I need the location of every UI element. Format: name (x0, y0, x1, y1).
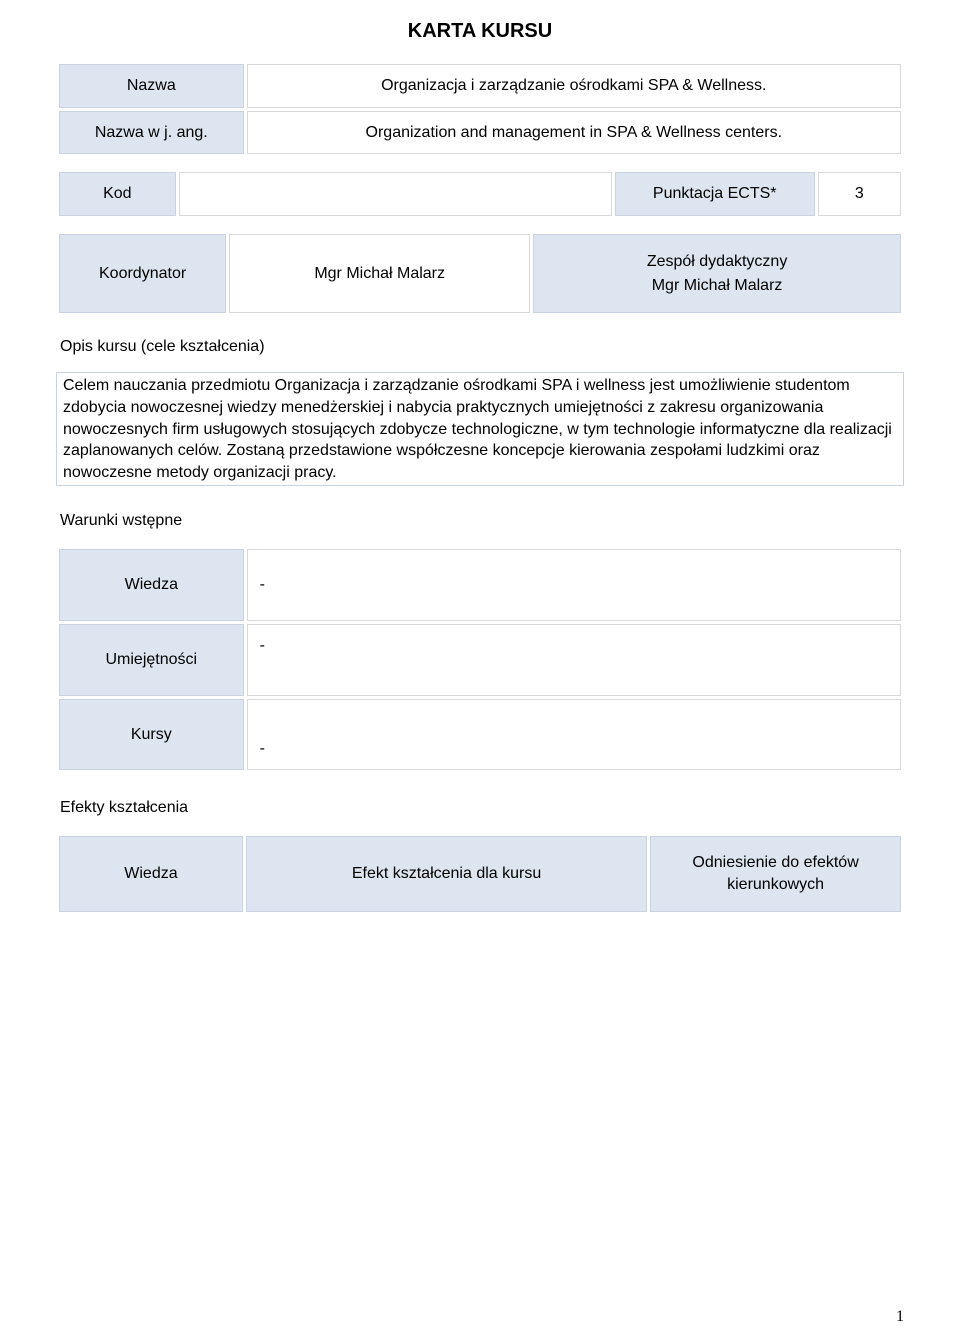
desc-box: Celem nauczania przedmiotu Organizacja i… (56, 372, 904, 486)
code-table: Kod Punktacja ECTS* 3 (56, 169, 904, 219)
prereq-kursy-value: - (247, 699, 901, 771)
effects-col2: Efekt kształcenia dla kursu (246, 836, 647, 912)
prereq-kursy-label: Kursy (59, 699, 244, 771)
prereq-table: Wiedza - Umiejętności - Kursy - (56, 546, 904, 773)
team-label: Zespół dydaktyczny (546, 250, 888, 274)
effects-col1: Wiedza (59, 836, 243, 912)
prereq-umiej-label: Umiejętności (59, 624, 244, 696)
table-row: Nazwa w j. ang. Organization and managem… (59, 111, 901, 155)
coordinator-label: Koordynator (59, 234, 226, 314)
prereq-wiedza-value: - (247, 549, 901, 621)
table-row: Nazwa Organizacja i zarządzanie ośrodkam… (59, 64, 901, 108)
ects-label: Punktacja ECTS* (615, 172, 815, 216)
name-value: Organizacja i zarządzanie ośrodkami SPA … (247, 64, 901, 108)
prereq-wiedza-label: Wiedza (59, 549, 244, 621)
ects-value: 3 (818, 172, 901, 216)
table-row: Umiejętności - (59, 624, 901, 696)
effects-section-label: Efekty kształcenia (60, 799, 904, 817)
table-row: Kursy - (59, 699, 901, 771)
name-en-label: Nazwa w j. ang. (59, 111, 244, 155)
coordinator-table: Koordynator Mgr Michał Malarz Zespół dyd… (56, 231, 904, 317)
name-label: Nazwa (59, 64, 244, 108)
page-title: KARTA KURSU (56, 20, 904, 43)
code-value (179, 172, 612, 216)
table-row: Wiedza Efekt kształcenia dla kursu Odnie… (59, 836, 901, 912)
effects-table: Wiedza Efekt kształcenia dla kursu Odnie… (56, 833, 904, 915)
coordinator-value: Mgr Michał Malarz (229, 234, 530, 314)
table-row: Koordynator Mgr Michał Malarz Zespół dyd… (59, 234, 901, 314)
name-en-value: Organization and management in SPA & Wel… (247, 111, 901, 155)
team-cell: Zespół dydaktyczny Mgr Michał Malarz (533, 234, 901, 314)
page-number: 1 (896, 1308, 904, 1326)
prereq-umiej-value: - (247, 624, 901, 696)
code-label: Kod (59, 172, 176, 216)
prereq-section-label: Warunki wstępne (60, 512, 904, 530)
desc-section-label: Opis kursu (cele kształcenia) (60, 338, 904, 356)
team-value: Mgr Michał Malarz (546, 274, 888, 298)
table-row: Kod Punktacja ECTS* 3 (59, 172, 901, 216)
table-row: Wiedza - (59, 549, 901, 621)
name-table: Nazwa Organizacja i zarządzanie ośrodkam… (56, 61, 904, 157)
effects-col3: Odniesienie do efektów kierunkowych (650, 836, 901, 912)
